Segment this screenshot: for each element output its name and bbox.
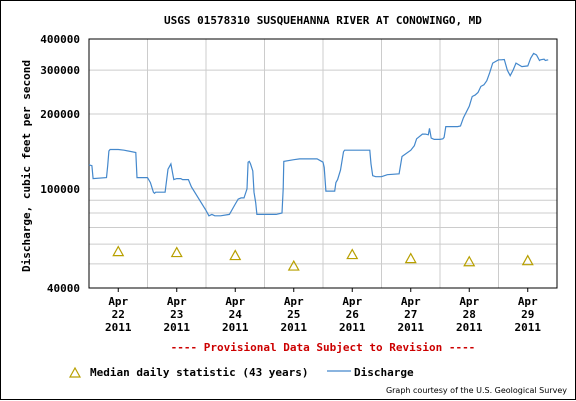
y-tick-label: 40000: [47, 282, 80, 295]
legend: Median daily statistic (43 years) Discha…: [68, 366, 414, 379]
legend-discharge-label: Discharge: [354, 366, 414, 379]
median-marker: [112, 245, 125, 257]
median-marker: [346, 248, 359, 260]
series-layer: [88, 52, 549, 271]
x-tick-label: 2011: [515, 321, 542, 334]
x-tick-label: Apr: [108, 295, 128, 308]
x-tick-label: Apr: [225, 295, 245, 308]
x-tick-label: Apr: [401, 295, 421, 308]
median-marker: [287, 259, 300, 271]
x-tick-label: 2011: [281, 321, 308, 334]
x-tick-label: 29: [521, 308, 534, 321]
plot-area: [88, 38, 558, 289]
graph-credit: Graph courtesy of the U.S. Geological Su…: [386, 386, 567, 395]
x-tick-label: Apr: [518, 295, 538, 308]
median-marker: [170, 246, 183, 258]
x-tick-label: Apr: [284, 295, 304, 308]
x-tick-label: 25: [287, 308, 300, 321]
legend-median-marker: [68, 366, 82, 378]
x-tick-label: 2011: [339, 321, 366, 334]
y-axis-ticks: 40000 100000 200000 300000 400000: [40, 33, 80, 295]
x-tick-label: 24: [229, 308, 243, 321]
median-marker: [463, 255, 476, 267]
y-tick-label: 100000: [40, 183, 80, 196]
y-axis-label: Discharge, cubic feet per second: [20, 60, 33, 272]
y-tick-label: 400000: [40, 33, 80, 46]
discharge-line: [88, 52, 549, 217]
legend-median-label: Median daily statistic (43 years): [90, 366, 309, 379]
y-tick-label: 300000: [40, 64, 80, 77]
x-axis-ticks: Apr222011Apr232011Apr242011Apr252011Apr2…: [105, 288, 541, 334]
x-tick-label: 28: [463, 308, 476, 321]
chart-title: USGS 01578310 SUSQUEHANNA RIVER AT CONOW…: [164, 14, 482, 27]
x-tick-label: 2011: [105, 321, 132, 334]
x-tick-label: Apr: [342, 295, 362, 308]
x-tick-label: 2011: [222, 321, 249, 334]
median-marker: [521, 254, 534, 266]
x-tick-label: 26: [346, 308, 360, 321]
x-tick-label: Apr: [459, 295, 479, 308]
x-tick-label: Apr: [167, 295, 187, 308]
y-tick-label: 200000: [40, 108, 80, 121]
x-tick-label: 2011: [164, 321, 191, 334]
median-marker: [404, 252, 417, 264]
x-tick-label: 27: [404, 308, 417, 321]
provisional-note: ---- Provisional Data Subject to Revisio…: [171, 341, 476, 354]
x-tick-label: 2011: [398, 321, 425, 334]
x-tick-label: 22: [112, 308, 125, 321]
x-tick-label: 2011: [456, 321, 483, 334]
x-tick-label: 23: [170, 308, 183, 321]
median-marker: [229, 249, 242, 261]
